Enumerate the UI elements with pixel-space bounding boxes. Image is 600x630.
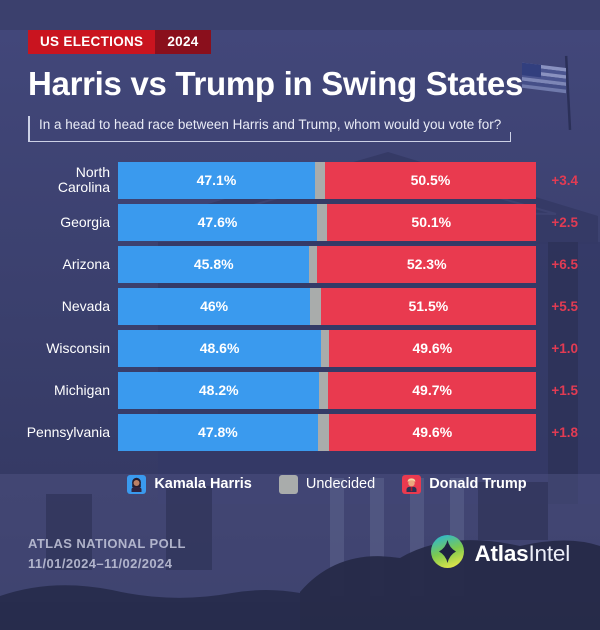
stacked-bar: 46% 51.5%	[118, 287, 536, 325]
trump-margin-label: +1.8	[551, 424, 578, 440]
trump-percent: 49.6%	[412, 424, 453, 441]
stacked-bar: 45.8% 52.3%	[118, 245, 536, 283]
kamala-harris-avatar	[127, 474, 147, 494]
footer: ATLAS NATIONAL POLL 11/01/2024–11/02/202…	[28, 534, 578, 574]
legend-label-harris: Kamala Harris	[154, 476, 252, 493]
state-label: Arizona	[62, 255, 110, 272]
harris-percent: 48.2%	[198, 382, 239, 399]
state-label: Nevada	[61, 297, 110, 314]
harris-percent: 45.8%	[193, 256, 234, 273]
trump-percent: 49.7%	[412, 382, 452, 399]
harris-percent: 47.1%	[196, 172, 237, 189]
state-row: Wisconsin 48.6% 49.6% +1.0	[28, 329, 578, 367]
trump-percent: 52.3%	[406, 256, 447, 273]
undecided-bar-segment	[321, 329, 329, 367]
header: US ELECTIONS 2024 Harris vs Trump in Swi…	[28, 30, 578, 142]
poll-info: ATLAS NATIONAL POLL 11/01/2024–11/02/202…	[28, 534, 186, 574]
state-row: Pennsylvania 47.8% 49.6% +1.8	[26, 413, 578, 451]
trump-margin-label: +2.5	[551, 214, 578, 230]
harris-bar-segment: 48.2%	[118, 371, 320, 409]
year-badge: 2024	[155, 30, 211, 54]
poll-question: In a head to head race between Harris an…	[28, 115, 512, 142]
donald-trump-avatar	[402, 474, 422, 494]
state-label: Wisconsin	[46, 339, 110, 356]
state-row: Michigan 48.2% 49.7% +1.5	[28, 371, 578, 409]
state-row: Nevada 46% 51.5% +5.5	[28, 287, 578, 325]
state-row: North Carolina 47.1% 50.5% +3.4	[28, 161, 578, 199]
state-row: Arizona 45.8% 52.3% +6.5	[28, 245, 578, 283]
legend-label-trump: Donald Trump	[429, 476, 527, 493]
trump-percent: 50.5%	[410, 172, 451, 189]
undecided-bar-segment	[317, 413, 329, 451]
harris-bar-segment: 46%	[118, 287, 311, 325]
poll-name: ATLAS NATIONAL POLL	[28, 535, 186, 551]
trump-margin-label: +1.0	[551, 340, 578, 356]
trump-margin-label: +6.5	[551, 256, 578, 272]
trump-bar-segment: 49.7%	[328, 371, 536, 409]
infographic: US ELECTIONS 2024 Harris vs Trump in Swi…	[0, 30, 600, 630]
stacked-bar: 48.2% 49.7%	[118, 371, 536, 409]
stacked-bar: 47.6% 50.1%	[118, 203, 536, 241]
trump-bar-segment: 49.6%	[328, 329, 536, 367]
state-label: Georgia	[60, 213, 110, 230]
state-label: North Carolina	[57, 163, 110, 196]
trump-percent: 51.5%	[408, 298, 449, 315]
trump-bar-segment: 50.5%	[324, 161, 536, 199]
us-elections-badge: US ELECTIONS	[28, 30, 156, 54]
stacked-bar: 48.6% 49.6%	[118, 329, 536, 367]
trump-bar-segment: 49.6%	[328, 413, 536, 451]
harris-percent: 48.6%	[199, 340, 240, 357]
harris-bar-segment: 48.6%	[118, 329, 322, 367]
trump-percent: 49.6%	[412, 340, 453, 357]
badge-row: US ELECTIONS 2024	[28, 30, 578, 54]
trump-margin-label: +3.4	[551, 172, 578, 188]
trump-bar-segment: 52.3%	[317, 245, 536, 283]
trump-bar-segment: 51.5%	[320, 287, 536, 325]
undecided-swatch	[278, 474, 298, 494]
undecided-bar-segment	[314, 161, 325, 199]
legend-label-undecided: Undecided	[305, 476, 376, 493]
undecided-bar-segment	[310, 287, 321, 325]
undecided-bar-segment	[309, 245, 318, 283]
swing-states-chart: North Carolina 47.1% 50.5% +3.4 Georgia …	[26, 161, 578, 451]
harris-percent: 47.8%	[198, 424, 238, 441]
undecided-bar-segment	[319, 371, 329, 409]
legend-item-undecided: Undecided	[278, 474, 376, 494]
stacked-bar: 47.1% 50.5%	[118, 161, 536, 199]
state-row: Georgia 47.6% 50.1% +2.5	[28, 203, 578, 241]
harris-percent: 47.6%	[197, 214, 238, 231]
trump-bar-segment: 50.1%	[326, 203, 536, 241]
harris-bar-segment: 47.1%	[118, 161, 315, 199]
brand-name: AtlasIntel	[474, 541, 570, 567]
undecided-bar-segment	[316, 203, 327, 241]
trump-percent: 50.1%	[411, 214, 452, 231]
harris-bar-segment: 45.8%	[118, 245, 310, 283]
chart-legend: Kamala Harris Undecided Donald Trump	[118, 474, 536, 494]
legend-item-trump: Donald Trump	[402, 474, 527, 494]
trump-margin-label: +5.5	[551, 298, 578, 314]
atlasintel-logo: AtlasIntel	[430, 534, 570, 574]
state-label: Michigan	[53, 381, 110, 398]
poll-dates: 11/01/2024–11/02/2024	[28, 556, 173, 572]
trump-margin-label: +1.5	[551, 382, 578, 398]
harris-bar-segment: 47.8%	[118, 413, 318, 451]
legend-item-harris: Kamala Harris	[127, 474, 252, 494]
page-title: Harris vs Trump in Swing States	[28, 65, 524, 102]
harris-bar-segment: 47.6%	[118, 203, 317, 241]
harris-percent: 46%	[200, 298, 229, 315]
state-label: Pennsylvania	[26, 423, 110, 440]
stacked-bar: 47.8% 49.6%	[118, 413, 536, 451]
atlasintel-logo-icon	[430, 534, 465, 574]
us-flag-icon	[522, 55, 572, 130]
